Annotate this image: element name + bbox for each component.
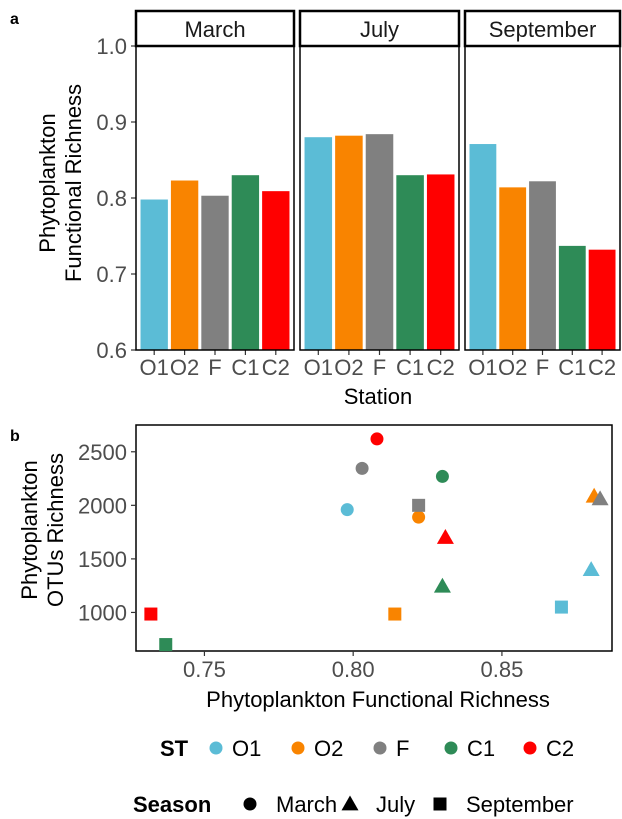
bar [558,245,586,350]
bar [140,199,168,350]
y-tick-label: 0.7 [96,262,127,287]
y-tick-label: 2000 [78,493,127,518]
scatter-point [144,607,158,621]
y-tick-label: 2500 [78,440,127,465]
y-tick-label: 0.9 [96,110,127,135]
facet-label: September [489,17,597,42]
bar [396,175,424,350]
scatter-point [388,607,402,621]
x-tick-label: C1 [558,355,586,380]
scatter-point [370,432,384,446]
bar [170,180,199,350]
panel-label-a: a [10,11,19,28]
facet-panel-border [464,45,621,351]
x-tick-label: C2 [588,355,616,380]
season-legend-title: Season [133,792,211,817]
x-tick-label: C1 [231,355,259,380]
y-tick-label: 1500 [78,547,127,572]
scatter-panel-border [135,424,613,652]
bar [588,249,616,350]
bar [262,191,290,350]
x-tick-label: F [208,355,221,380]
legend-key-march [243,797,257,811]
bar [499,187,527,350]
legend-key-o1 [209,741,223,755]
scatter-point [340,503,354,517]
scatter-point [582,561,600,576]
y-tick-label: 0.6 [96,338,127,363]
season-legend: Season March July September [133,792,574,817]
legend-label-march: March [276,792,337,817]
y-tick-label: 1000 [78,600,127,625]
scatter-point [433,577,451,593]
bar [365,134,394,350]
bar [201,195,229,350]
x-tick-label: C1 [396,355,424,380]
panel-a-ylabel-line2: Functional Richness [61,84,86,282]
x-tick-label: F [536,355,549,380]
y-tick-label: 0.8 [96,186,127,211]
x-tick-label: O2 [170,355,199,380]
facet-strip [134,9,296,48]
legend-label-july: July [376,792,415,817]
x-tick-label: 0.75 [183,657,226,682]
scatter-point [591,490,609,506]
scatter-point [436,528,454,544]
x-tick-label: F [373,355,386,380]
scatter-point [159,638,173,652]
scatter-point [412,498,426,512]
legend-label-september: September [466,792,574,817]
station-legend-title: ST [160,736,189,761]
scatter-point [554,600,568,614]
facet-strip [298,9,461,48]
legend-key-september [433,797,447,811]
x-tick-label: O1 [140,355,169,380]
legend-key-c2 [523,741,537,755]
panel-b-scatter-plot: Phytoplankton OTUs Richness Phytoplankto… [17,424,613,712]
facet-label: July [360,17,399,42]
y-tick-label: 1.0 [96,34,127,59]
x-tick-label: O2 [498,355,527,380]
scatter-point [412,510,426,524]
bar [304,137,333,350]
legend-label-o1: O1 [232,736,261,761]
legend-key-f [373,741,387,755]
scatter-point [355,461,369,475]
bar [335,135,363,350]
panel-b-ylabel-line2: OTUs Richness [43,453,68,607]
panel-a-xlabel: Station [344,384,413,409]
scatter-point [435,469,449,483]
facet-label: March [184,17,245,42]
bar [231,175,260,350]
station-legend: ST O1 O2 F C1 C2 [160,736,574,761]
panel-b-ylabel-line1: Phytoplankton [17,460,42,599]
x-tick-label: 0.85 [481,657,524,682]
legend-key-o2 [291,741,305,755]
legend-key-july [341,795,359,811]
x-tick-label: O2 [334,355,363,380]
x-tick-label: O1 [468,355,497,380]
panel-a-ylabel-line1: Phytoplankton [35,113,60,252]
panel-label-b: b [10,428,20,445]
bar [426,174,455,350]
x-tick-label: 0.80 [332,657,375,682]
bar [469,144,497,350]
panel-a-bar-chart: Phytoplankton Functional Richness Statio… [35,9,622,409]
facet-panel-border [299,45,460,351]
legend-label-c1: C1 [467,736,495,761]
panel-b-xlabel: Phytoplankton Functional Richness [206,687,550,712]
legend-label-f: F [396,736,409,761]
facet-panel-border [135,45,295,351]
x-tick-label: C2 [427,355,455,380]
legend-key-c1 [444,741,458,755]
bar [529,181,556,350]
legend-label-c2: C2 [546,736,574,761]
legend-label-o2: O2 [314,736,343,761]
x-tick-label: C2 [262,355,290,380]
x-tick-label: O1 [304,355,333,380]
